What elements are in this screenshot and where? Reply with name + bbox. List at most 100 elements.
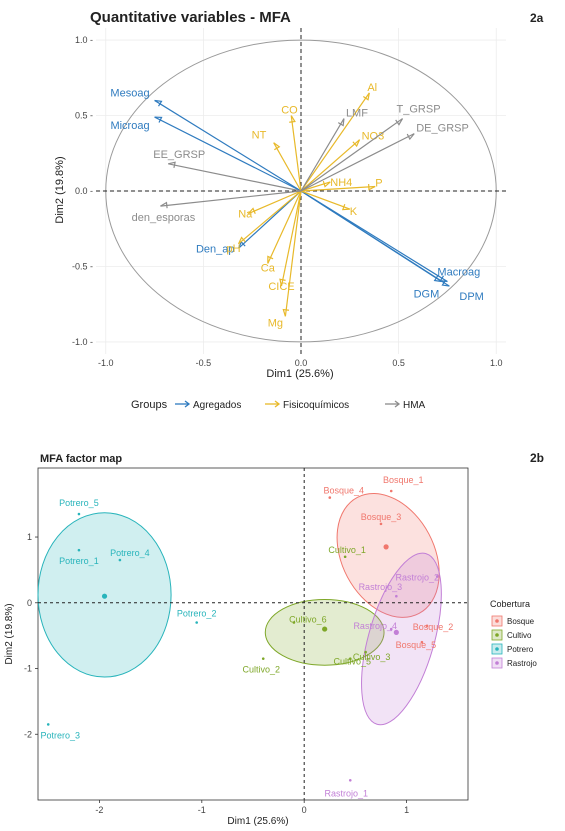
panel-label-2b: 2b (530, 451, 544, 465)
zero-axes-2b (38, 468, 468, 800)
y-tick-label: 0 (27, 598, 32, 608)
arrow-ca (267, 190, 302, 264)
variable-label-al: Al (367, 82, 377, 94)
variable-label-k: K (350, 206, 358, 218)
point-bosque-5 (420, 640, 424, 644)
point-label-rastrojo-3: Rastrojo_3 (359, 582, 403, 592)
variable-label-nt: NT (252, 130, 267, 142)
point-bosque-1 (389, 489, 393, 493)
variable-label-microag: Microag (110, 120, 149, 132)
arrowhead-ph (237, 236, 246, 245)
legend-2a: Groups Agregados Fisicoquímicos HMA (131, 399, 426, 411)
legend-title-2b: Cobertura (490, 599, 530, 609)
arrowhead-mesoag (154, 99, 163, 107)
point-rastrojo-2 (435, 575, 439, 578)
point-label-cultivo-5: Cultivo_5 (333, 657, 371, 667)
arrowhead-lmf (337, 118, 345, 127)
x-tick-label: -1 (198, 805, 206, 815)
y-tick-label: 0.0 - (75, 186, 93, 196)
variable-label-cice: CICE (268, 281, 294, 293)
arrow-nh4 (300, 181, 331, 192)
panel-label-2a: 2a (530, 11, 544, 25)
legend-arrowhead-agregados (184, 400, 191, 408)
point-label-potrero-5: Potrero_5 (59, 498, 99, 508)
variable-label-p: P (375, 177, 382, 189)
point-label-rastrojo-4: Rastrojo_4 (353, 621, 397, 631)
legend-title-2a: Groups (131, 399, 168, 411)
panel-2b: MFA factor map 2b Bosque_1Bosque_4Bosque… (4, 451, 544, 827)
legend-arrowhead-fisicoqu-micos (274, 400, 281, 408)
arrow-t-grsp (300, 118, 403, 192)
variable-label-dpm: DPM (459, 291, 483, 303)
variable-label-mesoag: Mesoag (110, 87, 149, 99)
point-label-bosque-4: Bosque_4 (324, 486, 365, 496)
legend-label-hma: HMA (403, 400, 426, 411)
arrowhead-nh4 (322, 180, 331, 188)
point-potrero-5 (77, 512, 81, 516)
point-label-rastrojo-2: Rastrojo_2 (396, 572, 440, 582)
point-rastrojo-1 (348, 778, 352, 782)
confidence-ellipses (37, 492, 442, 726)
arrowhead-k (341, 204, 350, 211)
y-tick-label: 0.5 - (75, 111, 93, 121)
arrow-co (290, 115, 302, 192)
variable-label-co: CO (281, 105, 298, 117)
individual-points: Bosque_1 Bosque_4 Bosque_3 Bosque_2 Bosque_5… (40, 475, 453, 798)
point-potrero-2 (195, 621, 198, 624)
variable-label-den-ap: Den_ap (196, 243, 235, 255)
arrowhead-ca (267, 255, 274, 264)
variable-label-no3: NO3 (362, 131, 385, 143)
point-label-cultivo-3: Cultivo_3 (353, 652, 391, 662)
point-label-bosque-5: Bosque_5 (396, 640, 437, 650)
ellipse-rastrojo (361, 552, 442, 726)
point-label-bosque-3: Bosque_3 (361, 512, 402, 522)
x-tick-label: -1.0 (98, 358, 114, 368)
point-cultivo-6 (292, 621, 296, 624)
point-label-potrero-4: Potrero_4 (110, 548, 150, 558)
arrow-k (300, 190, 351, 210)
ellipse-bosque (336, 492, 440, 618)
arrow-microag (154, 116, 302, 192)
y-tick-label: -1.0 - (72, 337, 93, 347)
legend-label-cultivo: Cultivo (507, 631, 532, 640)
tick-labels-2a: -1.0 -0.5 0.0 0.5 1.0 1.0 - 0.5 - 0.0 - -0.5 - -1… (72, 35, 503, 368)
point-rastrojo-4 (389, 627, 393, 631)
arrowhead-co (289, 115, 296, 123)
chart-title-2b: MFA factor map (40, 453, 122, 465)
legend-arrowhead-hma (394, 400, 401, 408)
arrow-mesoag (154, 99, 302, 192)
variable-label-den-esporas: den_esporas (132, 212, 196, 224)
tick-labels-2b: -2 -1 0 1 1 0 -1 -2 (24, 532, 409, 815)
arrow-ee-grsp (168, 163, 302, 192)
x-tick-label: 0 (302, 805, 307, 815)
arrow-al (300, 92, 370, 192)
point-label-rastrojo-1: Rastrojo_1 (324, 788, 368, 798)
arrow-nt (273, 142, 302, 192)
point-potrero-4 (118, 558, 122, 562)
legend-label-fisicoqu-micos: Fisicoquímicos (283, 400, 349, 411)
y-axis-label-2a: Dim2 (19.8%) (54, 156, 66, 223)
ellipse-cultivo (264, 598, 385, 666)
arrow-no3 (300, 139, 360, 192)
x-tick-label: 1.0 (490, 358, 503, 368)
legend-swatch-dot-cultivo (495, 633, 499, 637)
variable-arrows: Mesoag Microag Den_ap Macroag DGM DPM CO NT Al NO… (110, 82, 483, 329)
arrow-dpm (300, 190, 450, 287)
point-label-cultivo-2: Cultivo_2 (242, 665, 280, 675)
y-tick-label: -0.5 - (72, 261, 93, 271)
legend-swatch-dot-rastrojo (495, 661, 499, 665)
y-tick-label: -2 (24, 729, 32, 739)
arrowhead-microag (154, 116, 163, 123)
point-label-cultivo-6: Cultivo_6 (289, 614, 327, 624)
point-bosque-2 (425, 624, 429, 628)
y-axis-label-2b: Dim2 (19.8%) (4, 603, 15, 664)
variable-label-de-grsp: DE_GRSP (416, 123, 469, 135)
centroid-cultivo (322, 626, 328, 632)
variable-label-dgm: DGM (414, 289, 440, 301)
arrowhead-dpm (441, 279, 450, 287)
point-label-cultivo-1: Cultivo_1 (328, 545, 366, 555)
legend-swatch-dot-bosque (495, 619, 499, 623)
arrow-p (300, 185, 376, 192)
chart-title-2a: Quantitative variables - MFA (90, 9, 291, 26)
